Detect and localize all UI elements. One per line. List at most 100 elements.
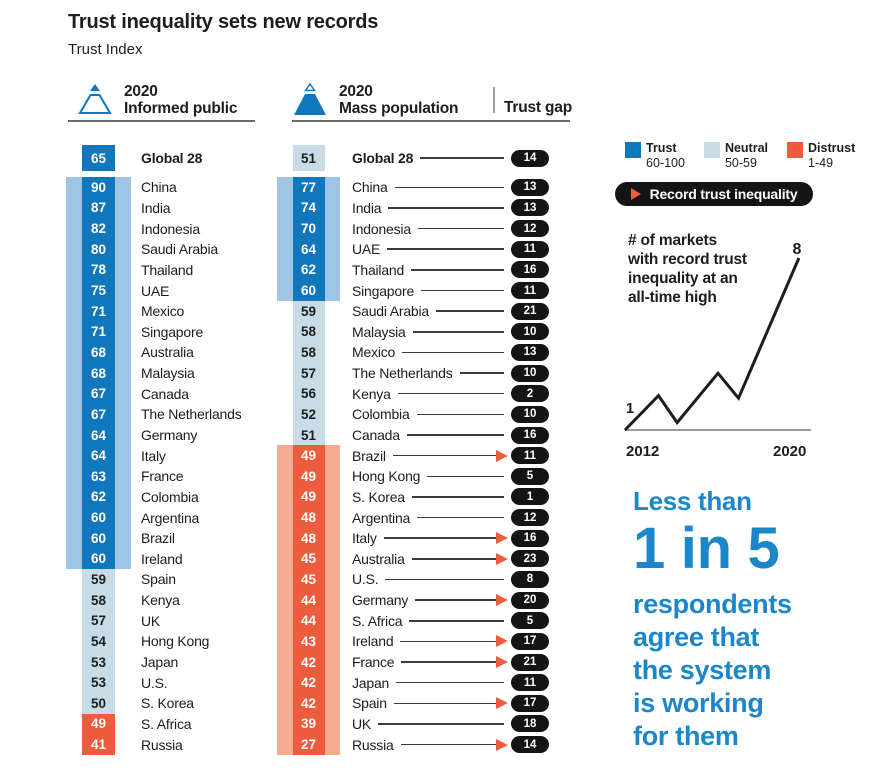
- trust-gap-pill: 21: [511, 653, 549, 671]
- market-label: Germany: [352, 592, 409, 609]
- market-row-s-africa: 44 S. Africa 5: [277, 610, 549, 632]
- key-statement: Less than 1 in 5 respondents agree that …: [633, 486, 792, 753]
- market-label: UAE: [352, 241, 381, 258]
- trust-score: 64: [82, 424, 115, 446]
- trust-gap-header: Trust gap: [504, 99, 572, 116]
- gap-header-divider: [493, 87, 495, 113]
- trust-score: 64: [292, 238, 325, 260]
- category-band: 63: [66, 465, 131, 487]
- market-label: The Netherlands: [352, 365, 453, 382]
- market-label: Saudi Arabia: [141, 241, 218, 258]
- trend-end-value: 8: [793, 241, 802, 258]
- trust-score: 90: [82, 177, 115, 198]
- market-label: U.S.: [141, 674, 168, 691]
- market-label: Canada: [141, 385, 189, 402]
- market-row-germany: 44 Germany 20: [277, 589, 549, 611]
- gap-line: [396, 681, 504, 684]
- mass-population-year: 2020: [339, 83, 373, 100]
- market-label: Colombia: [141, 488, 199, 505]
- trust-gap-pill: 5: [511, 467, 549, 485]
- market-row-kenya: 56 Kenya 2: [277, 383, 549, 405]
- market-label: Brazil: [352, 447, 386, 464]
- trust-score: 49: [292, 465, 325, 487]
- market-row-japan: 42 Japan 11: [277, 672, 549, 694]
- category-band: 64: [66, 445, 131, 466]
- trust-score: 49: [292, 486, 325, 508]
- record-arrow-icon: [630, 188, 641, 200]
- statement-intro: Less than: [633, 486, 752, 516]
- trend-chart-title: # of markets with record trust inequalit…: [628, 232, 747, 306]
- category-band: 58: [66, 589, 131, 611]
- market-label: Russia: [141, 736, 183, 753]
- market-row-indonesia: 82 Indonesia: [66, 218, 242, 239]
- trust-score: 57: [82, 610, 115, 632]
- category-band: 44: [277, 589, 340, 611]
- trust-score: 78: [82, 259, 115, 281]
- trust-score: 41: [82, 734, 115, 755]
- category-band: 59: [66, 569, 131, 590]
- category-band: 60: [66, 507, 131, 528]
- gap-line: [401, 661, 497, 663]
- trust-score: 65: [82, 145, 115, 171]
- market-row-u-s-: 53 U.S.: [66, 672, 242, 694]
- statement-line: the system: [633, 655, 772, 685]
- trust-score: 49: [82, 713, 115, 735]
- market-label: Spain: [141, 571, 176, 588]
- market-label: Kenya: [141, 592, 180, 609]
- market-row-kenya: 58 Kenya: [66, 589, 242, 611]
- market-label: Malaysia: [352, 323, 406, 340]
- trust-score: 67: [82, 404, 115, 425]
- trust-score: 53: [82, 651, 115, 673]
- gap-line: [409, 620, 504, 622]
- category-band: 60: [277, 280, 340, 301]
- market-label: The Netherlands: [141, 406, 242, 423]
- trust-score: 54: [82, 631, 115, 652]
- market-label: S. Africa: [352, 612, 403, 629]
- market-label: Colombia: [352, 406, 410, 423]
- market-label: Argentina: [141, 509, 200, 526]
- trust-score: 77: [292, 177, 325, 198]
- statement-big-number: 1 in 5: [633, 516, 780, 581]
- market-label: Ireland: [352, 633, 394, 650]
- market-label: Mexico: [141, 303, 185, 320]
- market-row-singapore: 71 Singapore: [66, 321, 242, 343]
- trust-gap-pill: 12: [511, 220, 549, 238]
- market-label: Russia: [352, 736, 394, 753]
- trust-score: 60: [292, 280, 325, 301]
- legend-label: Trust: [646, 141, 677, 155]
- trust-score: 68: [82, 362, 115, 384]
- trust-gap-pill: 2: [511, 385, 549, 403]
- market-label: India: [141, 199, 171, 216]
- trust-gap-pill: 14: [511, 736, 549, 754]
- category-band: 52: [277, 404, 340, 425]
- gap-line: [427, 475, 504, 478]
- market-label: Global 28: [352, 150, 414, 166]
- gap-line: [421, 289, 504, 292]
- trust-score: 71: [82, 321, 115, 343]
- trust-score: 51: [292, 145, 325, 171]
- category-band: 90: [66, 177, 131, 198]
- trust-score: 63: [82, 465, 115, 487]
- market-label: Japan: [352, 674, 390, 691]
- market-row-russia: 41 Russia: [66, 734, 242, 755]
- category-band: 80: [66, 238, 131, 260]
- trust-score: 50: [82, 693, 115, 714]
- trust-gap-pill: 21: [511, 302, 549, 320]
- gap-line: [400, 743, 497, 746]
- trust-score: 44: [292, 610, 325, 632]
- gap-line: [402, 351, 504, 354]
- trust-score: 58: [292, 342, 325, 363]
- category-band: 48: [277, 527, 340, 549]
- category-band: 68: [66, 362, 131, 384]
- trust-score: 62: [292, 259, 325, 281]
- trust-score: 42: [292, 693, 325, 714]
- trust-gap-pill: 16: [511, 426, 549, 444]
- trust-score: 87: [82, 197, 115, 219]
- trust-gap-pill: 14: [511, 149, 549, 167]
- trust-gap-pill: 12: [511, 509, 549, 527]
- category-band: 49: [277, 465, 340, 487]
- mass-header-rule: [292, 120, 570, 122]
- trust-gap-pill: 17: [511, 632, 549, 650]
- record-arrow-icon: [496, 738, 508, 751]
- category-band: 70: [277, 218, 340, 239]
